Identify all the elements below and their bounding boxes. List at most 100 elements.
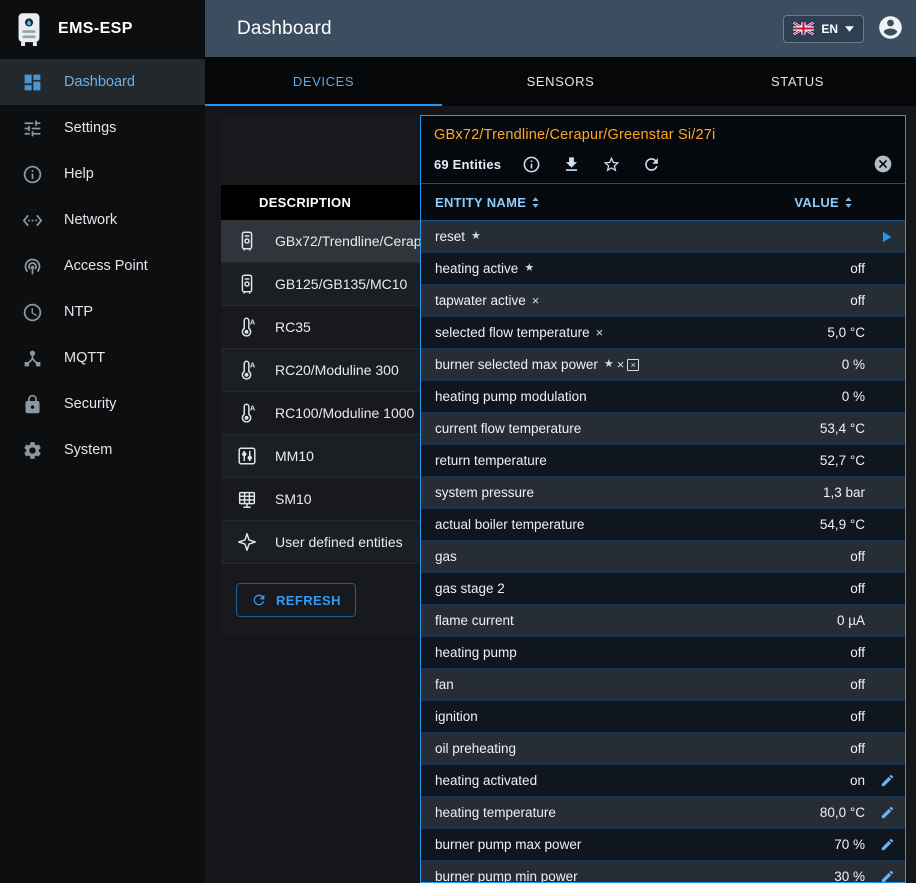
sidebar-item-ntp[interactable]: NTP [0, 289, 205, 335]
info-icon[interactable] [522, 155, 541, 174]
page-title: Dashboard [237, 17, 332, 39]
favorite-star-icon: ★ [471, 230, 481, 242]
thermostat-icon: A [236, 359, 258, 381]
entity-row[interactable]: heating activated on [421, 765, 905, 797]
tab-bar: DEVICES SENSORS STATUS [205, 57, 916, 106]
ntp-icon [21, 301, 43, 323]
entity-row[interactable]: heating active ★ off [421, 253, 905, 285]
edit-icon[interactable] [880, 773, 895, 788]
entity-markers: ★ [471, 231, 481, 242]
web-excluded-icon: × [627, 358, 640, 371]
entity-row[interactable]: current flow temperature 53,4 °C [421, 413, 905, 445]
entity-row[interactable]: ignition off [421, 701, 905, 733]
entity-value: off [850, 741, 865, 756]
sort-value[interactable]: VALUE [794, 195, 853, 210]
entity-row[interactable]: oil preheating off [421, 733, 905, 765]
app-logo: EMS-ESP [0, 0, 205, 57]
entity-markers: × [596, 326, 604, 339]
action-slot [865, 773, 895, 788]
entity-row[interactable]: burner selected max power ★ × × 0 % [421, 349, 905, 381]
entity-row[interactable]: burner pump max power 70 % [421, 829, 905, 861]
favorite-star-icon: ★ [603, 358, 614, 370]
action-slot [865, 869, 895, 882]
svg-text:A: A [250, 403, 256, 412]
download-icon[interactable] [562, 155, 581, 174]
tab-status[interactable]: STATUS [771, 74, 824, 89]
entity-row[interactable]: reset ★ [421, 221, 905, 253]
sidebar-item-mqtt[interactable]: MQTT [0, 335, 205, 381]
refresh-icon[interactable] [642, 155, 661, 174]
help-icon [21, 163, 43, 185]
sidebar-item-network[interactable]: Network [0, 197, 205, 243]
entity-name: gas stage 2 [435, 581, 505, 596]
sidebar-item-security[interactable]: Security [0, 381, 205, 427]
network-icon [21, 209, 43, 231]
entity-row[interactable]: flame current 0 µA [421, 605, 905, 637]
entity-name: ignition [435, 709, 478, 724]
language-selector[interactable]: EN [783, 14, 864, 43]
sidebar-item-settings[interactable]: Settings [0, 105, 205, 151]
mqtt-icon [21, 347, 43, 369]
entity-row[interactable]: system pressure 1,3 bar [421, 477, 905, 509]
entity-value: 70 % [834, 837, 865, 852]
thermostat-icon: A [236, 402, 258, 424]
account-button[interactable] [877, 14, 904, 44]
dialog-toolbar: 69 Entities [434, 154, 893, 174]
dashboard-icon [21, 71, 43, 93]
account-icon [877, 14, 904, 44]
sort-entity-name[interactable]: ENTITY NAME [435, 195, 540, 210]
entity-row[interactable]: heating temperature 80,0 °C [421, 797, 905, 829]
edit-icon[interactable] [880, 837, 895, 852]
edit-icon[interactable] [880, 805, 895, 820]
entity-row[interactable]: return temperature 52,7 °C [421, 445, 905, 477]
entity-value: 0 % [841, 357, 865, 372]
tab-devices[interactable]: DEVICES [205, 57, 442, 106]
star-icon[interactable] [602, 155, 621, 174]
entity-value: off [850, 581, 865, 596]
action-slot [865, 805, 895, 820]
refresh-button[interactable]: REFRESH [236, 583, 356, 617]
play-icon[interactable] [877, 228, 895, 246]
entity-row[interactable]: burner pump min power 30 % [421, 861, 905, 883]
entity-value: 80,0 °C [819, 805, 865, 820]
device-title: GBx72/Trendline/Cerapur/Greenstar Si/27i [434, 127, 716, 143]
entity-name: heating pump modulation [435, 389, 587, 404]
sidebar-item-help[interactable]: Help [0, 151, 205, 197]
entity-row[interactable]: fan off [421, 669, 905, 701]
entity-markers: ★ × × [603, 358, 640, 371]
entity-row[interactable]: gas off [421, 541, 905, 573]
solar-icon [236, 488, 258, 510]
favorite-star-icon: ★ [524, 262, 535, 274]
edit-icon[interactable] [880, 869, 895, 882]
sidebar-item-system[interactable]: System [0, 427, 205, 473]
entity-value: off [850, 677, 865, 692]
chevron-down-icon [845, 25, 854, 32]
description-column-header: DESCRIPTION [259, 195, 352, 210]
entity-table: reset ★ heating active ★ off tapwater active ×… [421, 221, 905, 883]
entity-value: 5,0 °C [827, 325, 865, 340]
entity-value: 53,4 °C [819, 421, 865, 436]
entity-name: burner pump min power [435, 869, 578, 883]
entity-row[interactable]: tapwater active × off [421, 285, 905, 317]
entity-value: 54,9 °C [819, 517, 865, 532]
sidebar-item-access-point[interactable]: Access Point [0, 243, 205, 289]
entity-row[interactable]: actual boiler temperature 54,9 °C [421, 509, 905, 541]
appbar-actions: EN [783, 14, 916, 44]
entity-row[interactable]: heating pump off [421, 637, 905, 669]
entity-name: fan [435, 677, 454, 692]
entity-name: tapwater active [435, 293, 526, 308]
entity-row[interactable]: selected flow temperature × 5,0 °C [421, 317, 905, 349]
sidebar-item-dashboard[interactable]: Dashboard [0, 59, 205, 105]
custom-entities-icon [236, 531, 258, 553]
entity-name: heating activated [435, 773, 538, 788]
entity-row[interactable]: gas stage 2 off [421, 573, 905, 605]
entity-row[interactable]: heating pump modulation 0 % [421, 381, 905, 413]
entity-name: burner selected max power [435, 357, 598, 372]
boiler-icon [236, 230, 258, 252]
close-icon[interactable] [873, 154, 893, 174]
entity-name-column-header: ENTITY NAME [435, 194, 527, 210]
entity-value: 0 µA [836, 613, 865, 628]
tab-sensors[interactable]: SENSORS [526, 74, 595, 89]
entity-name: actual boiler temperature [435, 517, 585, 532]
entity-name: heating pump [435, 645, 517, 660]
